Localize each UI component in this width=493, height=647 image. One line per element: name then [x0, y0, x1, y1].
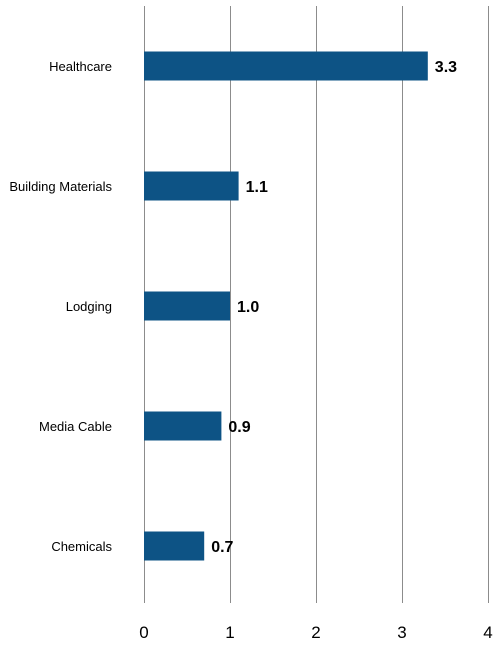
category-label-lodging: Lodging: [66, 299, 112, 314]
x-tick-label-2: 2: [311, 623, 320, 642]
x-axis-tick-labels: 0 1 2 3 4: [139, 623, 492, 642]
x-tick-label-1: 1: [225, 623, 234, 642]
bars: [144, 51, 428, 561]
category-label-media-cable: Media Cable: [39, 419, 112, 434]
value-label-healthcare: 3.3: [435, 59, 457, 76]
gridlines: [144, 6, 489, 603]
bar-lodging: [144, 291, 230, 321]
bar-chemicals: [144, 531, 205, 561]
value-labels: 3.3 1.1 1.0 0.9 0.7: [211, 59, 457, 556]
category-label-building-materials: Building Materials: [9, 179, 112, 194]
bar-healthcare: [144, 51, 428, 81]
x-tick-label-0: 0: [139, 623, 148, 642]
value-label-lodging: 1.0: [237, 299, 259, 316]
x-tick-label-4: 4: [483, 623, 492, 642]
category-label-chemicals: Chemicals: [51, 539, 112, 554]
category-label-healthcare: Healthcare: [49, 59, 112, 74]
category-labels: Healthcare Building Materials Lodging Media…: [9, 59, 112, 554]
value-label-media-cable: 0.9: [228, 419, 250, 436]
bar-media-cable: [144, 411, 222, 441]
value-label-building-materials: 1.1: [246, 179, 268, 196]
x-tick-label-3: 3: [397, 623, 406, 642]
bar-building-materials: [144, 171, 239, 201]
value-label-chemicals: 0.7: [211, 539, 233, 556]
